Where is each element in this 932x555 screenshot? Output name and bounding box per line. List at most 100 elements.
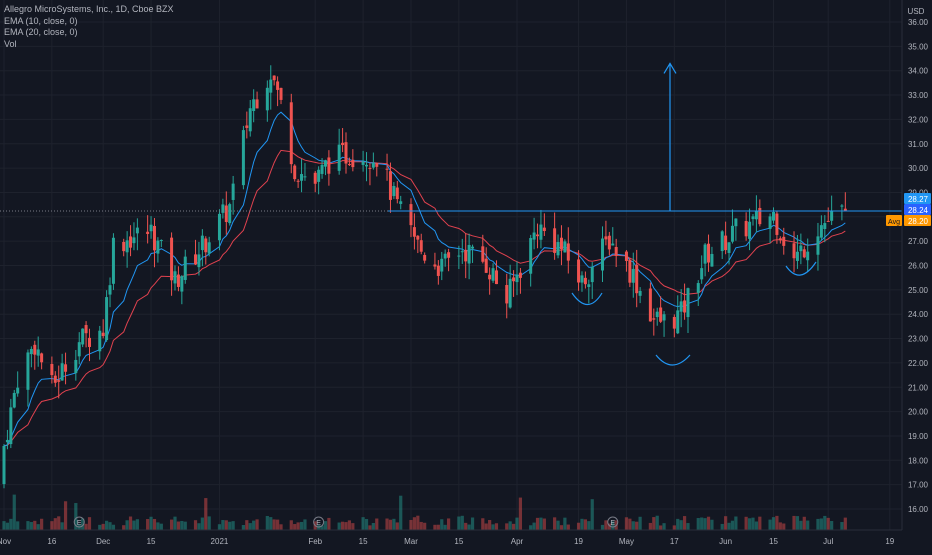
candle — [724, 221, 728, 255]
candle-body — [542, 227, 546, 232]
volume-bar — [221, 519, 225, 530]
volume-bar — [816, 518, 820, 530]
volume-bar — [375, 518, 379, 530]
candle-body — [553, 228, 557, 253]
candle — [388, 162, 392, 213]
candle — [149, 216, 153, 239]
candle-body — [676, 310, 680, 334]
volume-bar — [423, 522, 427, 530]
candle-body — [607, 235, 611, 250]
candle-body — [88, 337, 91, 347]
volume-bar — [659, 525, 663, 530]
candle — [323, 159, 327, 176]
volume-bar — [340, 521, 345, 530]
candle-body — [5, 439, 9, 443]
candle — [710, 246, 714, 267]
candle — [53, 371, 57, 387]
volume-bar — [252, 520, 256, 530]
volume-bar — [508, 521, 512, 530]
candle-body — [423, 254, 427, 261]
candle-body — [460, 251, 464, 253]
candle-body — [727, 242, 731, 253]
price-badge-bottom-tag: Avg — [888, 219, 900, 226]
volume-legend[interactable]: Vol — [4, 38, 17, 49]
volume-bar — [344, 522, 348, 530]
price-tick-label: 31.00 — [908, 140, 929, 149]
candle — [248, 99, 252, 137]
candle-body — [601, 238, 604, 271]
candle-body — [840, 205, 844, 207]
candle-body — [464, 249, 468, 262]
candle-body — [707, 243, 711, 263]
volume-bar — [447, 518, 451, 530]
candle-body — [108, 285, 112, 295]
candle — [217, 209, 221, 251]
candle — [508, 264, 512, 309]
candle — [583, 271, 587, 289]
candle — [231, 175, 235, 215]
time-tick-label: Nov — [0, 537, 11, 546]
candle — [385, 153, 389, 181]
volume-bar — [53, 518, 57, 530]
candle — [289, 93, 293, 174]
volume-bar — [730, 520, 735, 530]
candle — [631, 252, 635, 298]
candle — [730, 209, 734, 244]
volume-bar — [9, 518, 13, 530]
candle — [481, 234, 485, 264]
candle — [5, 429, 9, 450]
candle — [638, 287, 642, 304]
candle-body — [135, 227, 139, 234]
candle — [505, 273, 509, 319]
candle-body — [303, 176, 307, 178]
candle — [648, 282, 652, 322]
candle — [395, 180, 399, 204]
ema10-legend[interactable]: EMA (10, close, 0) — [4, 15, 78, 26]
price-tick-label: 19.00 — [908, 432, 929, 441]
volume-bar — [511, 523, 516, 530]
candle-body — [217, 213, 221, 241]
candle-body — [419, 240, 423, 252]
candle-body — [532, 232, 536, 240]
candle — [88, 328, 91, 362]
candle-body — [484, 258, 488, 273]
volume-bar — [269, 517, 273, 530]
volume-bar — [539, 517, 543, 530]
candle — [662, 311, 666, 337]
candle-body — [9, 407, 13, 445]
candle — [799, 233, 803, 265]
candle-body — [50, 363, 54, 376]
volume-bar — [371, 522, 375, 530]
volume-bar — [12, 494, 16, 530]
candle-body — [412, 227, 416, 237]
volume-bar — [720, 523, 724, 530]
candle-body — [53, 375, 57, 383]
candle — [399, 195, 403, 210]
candle-body — [467, 244, 471, 264]
candle-body — [710, 253, 714, 267]
candle — [337, 128, 341, 175]
right-shoulder-arc — [785, 261, 817, 276]
price-axis-bg — [902, 0, 932, 550]
volume-bar — [826, 517, 830, 530]
ema20-legend[interactable]: EMA (20, close, 0) — [4, 27, 78, 37]
volume-bar — [399, 495, 403, 530]
candle — [341, 128, 345, 153]
volume-bar — [819, 518, 823, 530]
candle-body — [344, 142, 348, 164]
candle — [371, 152, 375, 170]
candle-body — [577, 259, 581, 283]
candle — [129, 225, 133, 257]
candle — [228, 202, 232, 226]
price-tick-label: 20.00 — [908, 408, 929, 417]
volume-bar — [152, 518, 157, 530]
volume-bar — [744, 516, 748, 530]
volume-bar — [624, 517, 629, 530]
candle-body — [12, 392, 16, 408]
candle — [823, 215, 827, 243]
candle-body — [748, 221, 752, 239]
candle — [577, 250, 581, 291]
candle-body — [590, 266, 594, 283]
